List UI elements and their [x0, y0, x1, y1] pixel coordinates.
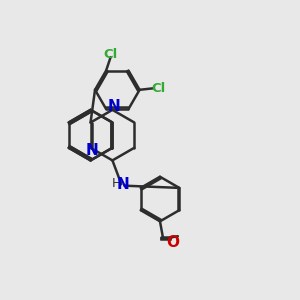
Text: N: N	[107, 99, 120, 114]
Text: O: O	[166, 235, 179, 250]
Text: Cl: Cl	[103, 48, 118, 61]
Text: H: H	[111, 177, 121, 190]
Text: N: N	[116, 177, 129, 192]
Text: N: N	[86, 143, 98, 158]
Text: Cl: Cl	[151, 82, 165, 95]
